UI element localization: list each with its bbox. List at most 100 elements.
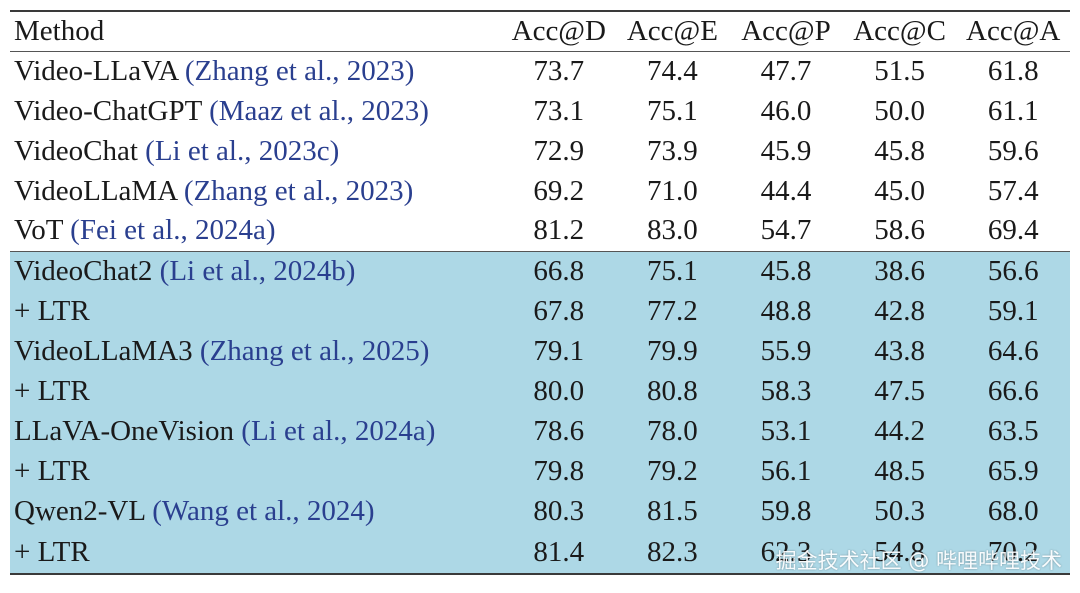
table-row: + LTR 80.0 80.8 58.3 47.5 66.6 bbox=[10, 371, 1070, 411]
value-cell-acc-c: 54.8 bbox=[842, 531, 957, 575]
value-cell-acc-p: 62.3 bbox=[729, 531, 843, 575]
value-cell-acc-p: 53.1 bbox=[729, 411, 843, 451]
method-name: LLaVA-OneVision bbox=[14, 414, 235, 447]
value-cell-acc-c: 47.5 bbox=[842, 371, 957, 411]
value-cell-acc-a: 68.0 bbox=[956, 491, 1070, 531]
value-cell-acc-a: 65.9 bbox=[956, 451, 1070, 491]
method-citation: (Zhang et al., 2023) bbox=[183, 174, 414, 207]
table-row: + LTR 81.4 82.3 62.3 54.8 70.2 bbox=[10, 531, 1070, 575]
value-cell-acc-a: 63.5 bbox=[956, 411, 1070, 451]
value-cell-acc-c: 51.5 bbox=[874, 54, 925, 87]
value-cell-acc-c: 50.0 bbox=[874, 94, 925, 127]
value-cell-acc-e: 75.1 bbox=[615, 250, 730, 291]
value-cell-acc-a: 57.4 bbox=[987, 174, 1039, 207]
header-acc-c: Acc@C bbox=[842, 10, 957, 52]
method-cell: Video-LLaVA (Zhang et al., 2023) bbox=[10, 51, 502, 91]
value-cell-acc-e: 71.0 bbox=[647, 174, 698, 207]
value-cell-acc-d: 81.4 bbox=[502, 531, 616, 575]
value-cell-acc-e: 79.2 bbox=[615, 451, 730, 491]
value-cell-acc-e: 82.3 bbox=[615, 531, 730, 575]
value-cell-acc-d: 80.0 bbox=[502, 371, 616, 411]
table-row: Qwen2-VL (Wang et al., 2024) 80.3 81.5 59.8… bbox=[10, 491, 1070, 531]
watermark: 掘金技术社区 @ 哔哩哔哩技术 bbox=[775, 549, 1062, 573]
value-cell-acc-d: 80.3 bbox=[502, 491, 616, 531]
method-citation: (Li et al., 2024a) bbox=[241, 414, 436, 447]
results-table-container: Method Acc@D Acc@E Acc@P Acc@C Acc@A Vid… bbox=[10, 10, 1070, 575]
value-cell-acc-p: 54.7 bbox=[760, 214, 812, 247]
value-cell-acc-d: 67.8 bbox=[502, 291, 616, 331]
value-cell-acc-d: 69.2 bbox=[533, 174, 585, 207]
method-cell: VoT (Fei et al., 2024a) bbox=[10, 211, 502, 251]
value-cell-acc-c: 42.8 bbox=[842, 291, 957, 331]
table-row: VoT (Fei et al., 2024a) 81.2 83.0 54.7 58.6 6… bbox=[10, 211, 1070, 251]
method-cell: VideoLLaMA3 (Zhang et al., 2025) bbox=[10, 331, 502, 371]
value-cell-acc-p: 47.7 bbox=[760, 54, 812, 87]
value-cell-acc-a: 66.6 bbox=[956, 371, 1070, 411]
method-cell: VideoChat2 (Li et al., 2024b) bbox=[10, 250, 502, 291]
value-cell-acc-a: 59.1 bbox=[956, 291, 1070, 331]
value-cell-acc-p: 45.9 bbox=[760, 134, 812, 167]
value-cell-acc-c: 58.6 bbox=[874, 214, 925, 247]
value-cell-acc-d: 73.7 bbox=[533, 54, 585, 87]
method-name: VoT bbox=[14, 214, 63, 247]
value-cell-acc-d: 73.1 bbox=[533, 94, 585, 127]
value-cell-acc-e: 77.2 bbox=[615, 291, 730, 331]
table-row: LLaVA-OneVision (Li et al., 2024a) 78.6 78… bbox=[10, 411, 1070, 451]
method-cell: + LTR bbox=[10, 291, 502, 331]
method-name: + LTR bbox=[14, 294, 90, 327]
value-cell-acc-p: 59.8 bbox=[729, 491, 843, 531]
method-citation: (Maaz et al., 2023) bbox=[209, 94, 429, 127]
value-cell-acc-a: 61.8 bbox=[987, 54, 1039, 87]
value-cell-acc-e: 75.1 bbox=[647, 94, 698, 127]
value-cell-acc-c: 38.6 bbox=[842, 250, 957, 291]
method-cell: Video-ChatGPT (Maaz et al., 2023) bbox=[10, 91, 502, 131]
header-acc-a: Acc@A bbox=[956, 10, 1070, 52]
value-cell-acc-a: 59.6 bbox=[987, 134, 1039, 167]
value-cell-acc-a: 70.2 bbox=[956, 531, 1070, 575]
value-cell-acc-e: 81.5 bbox=[615, 491, 730, 531]
value-cell-acc-d: 79.8 bbox=[502, 451, 616, 491]
table-row: Video-ChatGPT (Maaz et al., 2023) 73.1 75.… bbox=[10, 91, 1070, 131]
value-cell-acc-c: 50.3 bbox=[842, 491, 957, 531]
value-cell-acc-d: 72.9 bbox=[533, 134, 585, 167]
value-cell-acc-d: 79.1 bbox=[502, 331, 616, 371]
method-citation: (Zhang et al., 2023) bbox=[184, 54, 415, 87]
table-row: VideoChat2 (Li et al., 2024b) 66.8 75.1 45.… bbox=[10, 250, 1070, 291]
method-cell: Qwen2-VL (Wang et al., 2024) bbox=[10, 491, 502, 531]
value-cell-acc-a: 61.1 bbox=[987, 94, 1039, 127]
value-cell-acc-c: 45.0 bbox=[874, 174, 925, 207]
value-cell-acc-p: 48.8 bbox=[729, 291, 843, 331]
value-cell-acc-e: 73.9 bbox=[647, 134, 698, 167]
value-cell-acc-e: 74.4 bbox=[647, 54, 698, 87]
method-cell: VideoChat (Li et al., 2023c) bbox=[10, 131, 502, 171]
table-row: + LTR 79.8 79.2 56.1 48.5 65.9 bbox=[10, 451, 1070, 491]
value-cell-acc-e: 79.9 bbox=[615, 331, 730, 371]
value-cell-acc-p: 46.0 bbox=[760, 94, 812, 127]
value-cell-acc-a: 64.6 bbox=[956, 331, 1070, 371]
method-name: Qwen2-VL bbox=[14, 494, 145, 527]
method-citation: (Li et al., 2024b) bbox=[159, 254, 356, 287]
method-name: Video-LLaVA bbox=[14, 54, 178, 87]
header-acc-e: Acc@E bbox=[615, 10, 730, 52]
value-cell-acc-d: 81.2 bbox=[533, 214, 585, 247]
method-citation: (Fei et al., 2024a) bbox=[70, 214, 276, 247]
method-citation: (Li et al., 2023c) bbox=[145, 134, 340, 167]
header-row: Method Acc@D Acc@E Acc@P Acc@C Acc@A bbox=[10, 10, 1070, 52]
header-acc-p: Acc@P bbox=[729, 10, 843, 52]
value-cell-acc-p: 44.4 bbox=[760, 174, 812, 207]
method-name: VideoChat bbox=[14, 134, 138, 167]
method-cell: VideoLLaMA (Zhang et al., 2023) bbox=[10, 171, 502, 211]
value-cell-acc-e: 83.0 bbox=[647, 214, 698, 247]
method-cell: + LTR bbox=[10, 451, 502, 491]
method-name: Video-ChatGPT bbox=[14, 94, 202, 127]
value-cell-acc-d: 78.6 bbox=[502, 411, 616, 451]
table-body: Video-LLaVA (Zhang et al., 2023) 73.7 74.4… bbox=[10, 51, 1070, 575]
table-row: + LTR 67.8 77.2 48.8 42.8 59.1 bbox=[10, 291, 1070, 331]
header-method: Method bbox=[10, 10, 502, 52]
table-row: Video-LLaVA (Zhang et al., 2023) 73.7 74.4… bbox=[10, 51, 1070, 91]
value-cell-acc-p: 58.3 bbox=[729, 371, 843, 411]
value-cell-acc-p: 55.9 bbox=[729, 331, 843, 371]
results-table: Method Acc@D Acc@E Acc@P Acc@C Acc@A Vid… bbox=[10, 10, 1070, 575]
method-cell: + LTR bbox=[10, 531, 502, 575]
value-cell-acc-c: 43.8 bbox=[842, 331, 957, 371]
